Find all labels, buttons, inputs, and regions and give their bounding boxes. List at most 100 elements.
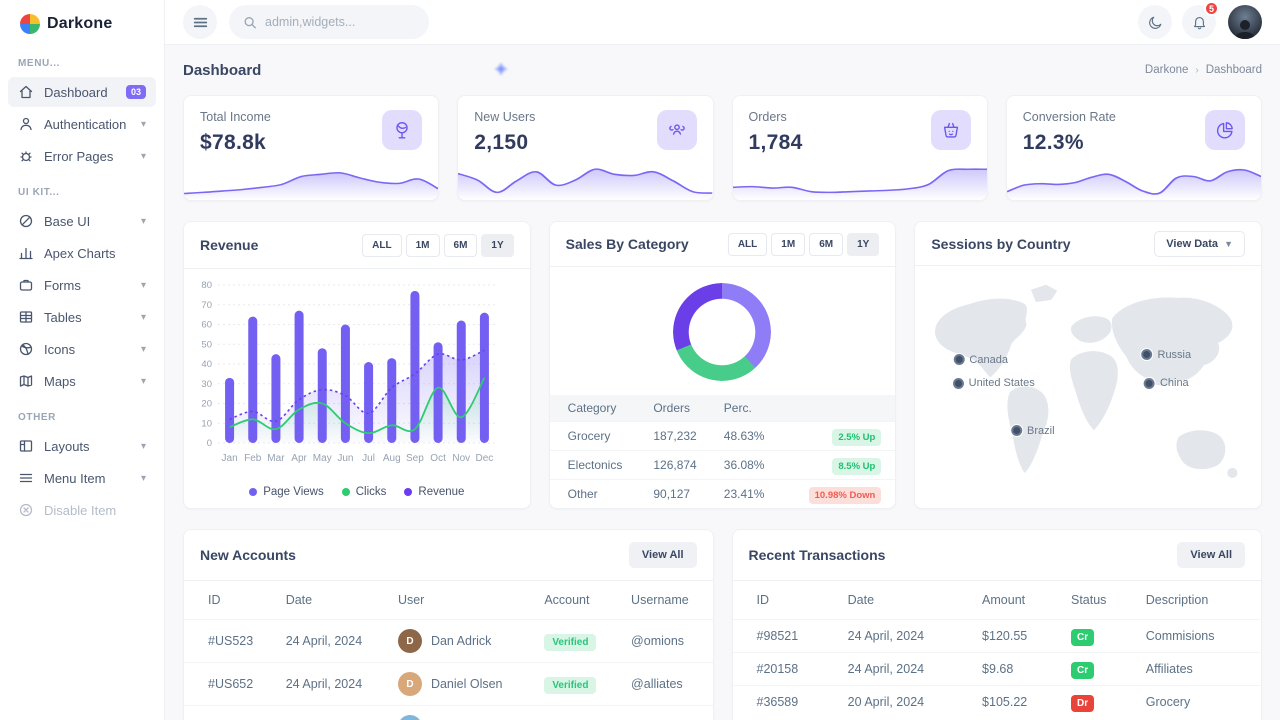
sidebar-item-error-pages[interactable]: Error Pages ▾: [8, 141, 156, 171]
account-user: Dan Adrick: [430, 634, 492, 648]
accounts-view-all-button[interactable]: View All: [628, 542, 697, 568]
svg-text:70: 70: [201, 300, 212, 311]
account-date: 24 April, 2024: [277, 662, 390, 706]
transaction-status-badge: Dr: [1070, 695, 1095, 712]
sidebar-item-menu-item[interactable]: Menu Item ▾: [8, 463, 156, 493]
search-input[interactable]: [265, 15, 415, 29]
bars-icon: [18, 245, 34, 261]
revenue-filter-1m[interactable]: 1M: [405, 233, 440, 257]
sales-filter-all[interactable]: ALL: [727, 232, 768, 256]
sales-filter-6m[interactable]: 6M: [809, 232, 844, 256]
col-header: Description: [1145, 593, 1209, 607]
map-marker-brazil[interactable]: Brazil: [1011, 425, 1055, 437]
new-accounts-panel: New Accounts View All ID Date User Account U…: [183, 529, 714, 720]
stat-label: Conversion Rate: [1022, 110, 1116, 124]
account-status-badge: Verified: [544, 677, 597, 694]
account-id: #US652: [184, 662, 278, 706]
change-badge: 10.98% Down: [808, 487, 882, 504]
layout-icon: [18, 438, 34, 454]
svg-text:May: May: [313, 453, 332, 464]
transaction-amount: $9.68: [974, 652, 1063, 686]
sidebar-item-dashboard[interactable]: Dashboard 03: [8, 77, 156, 107]
category-col-header: Orders: [645, 395, 716, 422]
sidebar-section-label: OTHER: [18, 412, 56, 423]
account-id: #US523: [184, 619, 278, 663]
sidebar-badge: 03: [125, 85, 146, 99]
revenue-legend: Page Views Clicks Revenue: [184, 482, 530, 508]
map-marker-china[interactable]: China: [1143, 377, 1189, 389]
disc-icon: [18, 341, 34, 357]
map-marker-canada[interactable]: Canada: [953, 354, 1008, 366]
revenue-filter-6m[interactable]: 6M: [443, 233, 478, 257]
dark-mode-toggle[interactable]: [1138, 5, 1172, 39]
pie-icon: [1205, 110, 1245, 150]
col-header: Date: [847, 593, 875, 607]
col-header: ID: [756, 593, 770, 607]
view-data-button[interactable]: View Data ▼: [1154, 230, 1245, 257]
account-id: #US862: [184, 705, 278, 720]
account-username: @grlys: [623, 705, 713, 720]
sidebar-item-icons[interactable]: Icons ▾: [8, 334, 156, 364]
map-icon: [18, 373, 34, 389]
user-avatar: D: [397, 672, 422, 696]
transaction-row[interactable]: #98521 24 April, 2024 $120.55 Cr Commisions: [732, 619, 1261, 653]
legend-page-views[interactable]: Page Views: [249, 486, 324, 498]
stat-card-total-income: Total Income $78.8k: [183, 95, 440, 201]
legend-dot-icon: [404, 488, 413, 496]
new-accounts-title: New Accounts: [200, 547, 296, 563]
sales-filter-1y[interactable]: 1Y: [847, 232, 880, 256]
sparkline-chart: [184, 171, 439, 200]
legend-revenue[interactable]: Revenue: [404, 486, 464, 498]
breadcrumb-root[interactable]: Darkone: [1144, 64, 1189, 76]
chevron-down-icon: ▾: [140, 375, 146, 387]
basket-icon: [930, 110, 971, 150]
brand[interactable]: Darkone: [0, 0, 164, 44]
account-status-badge: Verified: [544, 634, 597, 651]
transaction-row[interactable]: #20158 24 April, 2024 $9.68 Cr Affiliates: [732, 652, 1261, 686]
main-content: Dashboard Darkone › Dashboard Total Inco…: [165, 45, 1280, 720]
legend-clicks[interactable]: Clicks: [341, 486, 386, 498]
map-marker-united-states[interactable]: United States: [952, 377, 1035, 389]
menu-icon: [18, 470, 34, 486]
page-title: Dashboard: [183, 61, 262, 79]
account-row[interactable]: #US652 24 April, 2024 D Daniel Olsen Verifie…: [184, 662, 713, 706]
category-table: Category Orders Perc. Grocery 187,232 48.63%…: [549, 395, 896, 508]
svg-text:Oct: Oct: [430, 453, 446, 464]
revenue-panel: Revenue ALL 1M 6M 1Y 0 10 20 30 40 50 60 70 80 Jan Fe…: [183, 221, 531, 509]
revenue-filter-all[interactable]: ALL: [362, 233, 402, 257]
transaction-description: Affiliates: [1137, 652, 1261, 686]
account-row[interactable]: #US523 24 April, 2024 D Dan Adrick Verified @…: [184, 619, 713, 663]
hamburger-menu-button[interactable]: [183, 5, 217, 39]
chevron-down-icon: ▾: [140, 215, 146, 227]
transactions-view-all-button[interactable]: View All: [1177, 542, 1245, 568]
map-marker-russia[interactable]: Russia: [1141, 349, 1191, 361]
col-header: User: [397, 593, 425, 607]
sidebar-item-forms[interactable]: Forms ▾: [8, 270, 156, 300]
account-user: Daniel Olsen: [430, 677, 503, 691]
disable-icon: [18, 502, 34, 518]
revenue-filter-1y[interactable]: 1Y: [481, 233, 514, 257]
chevron-down-icon: ▾: [140, 311, 146, 323]
transaction-description: Grocery: [1137, 685, 1261, 718]
svg-text:30: 30: [201, 379, 212, 390]
transaction-row[interactable]: #36589 20 April, 2024 $105.22 Dr Grocery: [732, 685, 1261, 718]
sidebar-item-apex-charts[interactable]: Apex Charts: [8, 238, 156, 268]
svg-text:Jul: Jul: [362, 453, 375, 464]
sidebar-item-tables[interactable]: Tables ▾: [8, 302, 156, 332]
user-avatar: D: [397, 629, 422, 653]
page-header: Dashboard Darkone › Dashboard: [183, 45, 1262, 95]
sales-by-category-panel: Sales By Category ALL 1M 6M 1Y Category Orde…: [548, 221, 897, 509]
transaction-description: Commisions: [1137, 619, 1261, 653]
user-avatar[interactable]: [1228, 5, 1262, 39]
chevron-down-icon: ▾: [140, 440, 146, 452]
sidebar-item-base-ui[interactable]: Base UI ▾: [8, 206, 156, 236]
transaction-date: 24 April, 2024: [839, 652, 975, 686]
col-header: Status: [1070, 593, 1107, 607]
account-row[interactable]: #US86220 April, 2024JJack RoldanPending@…: [184, 705, 713, 720]
search-box[interactable]: [229, 5, 429, 39]
sidebar-item-layouts[interactable]: Layouts ▾: [8, 431, 156, 461]
breadcrumb-current: Dashboard: [1205, 64, 1262, 76]
sidebar-item-maps[interactable]: Maps ▾: [8, 366, 156, 396]
sales-filter-1m[interactable]: 1M: [771, 232, 806, 256]
sidebar-item-authentication[interactable]: Authentication ▾: [8, 109, 156, 139]
